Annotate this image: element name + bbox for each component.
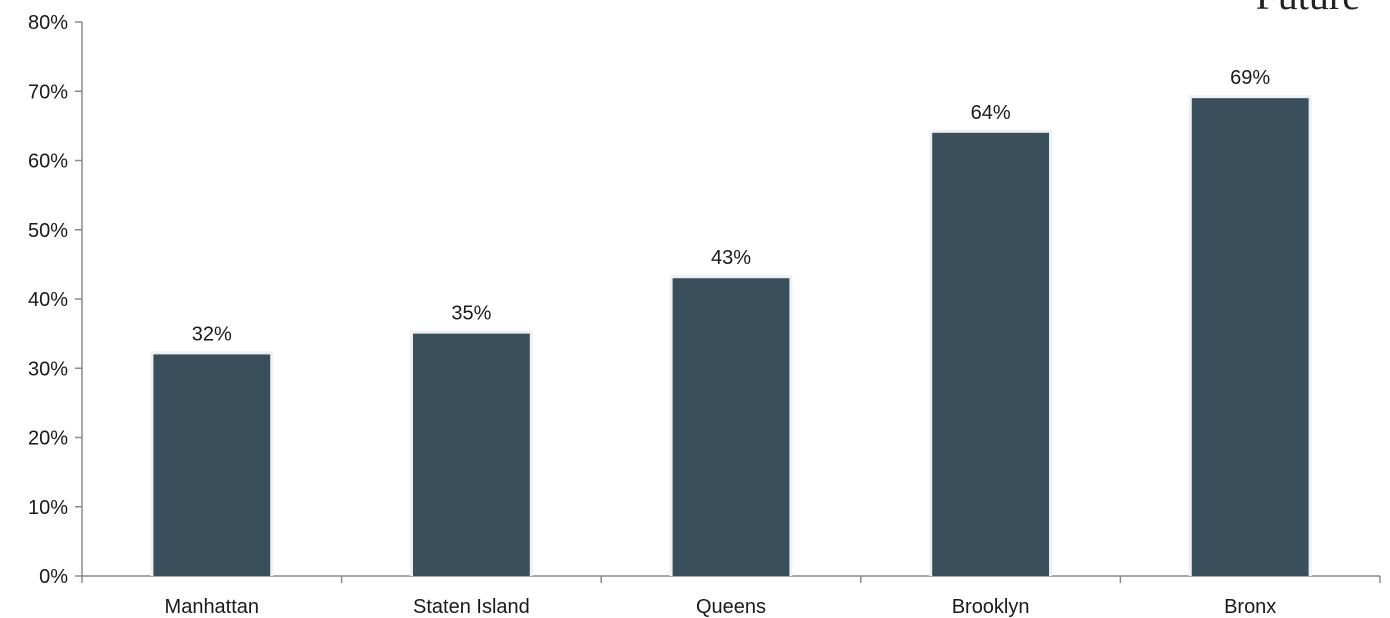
x-axis: Manhattan Staten Island Queens Brooklyn Bron… xyxy=(81,575,1381,618)
bar xyxy=(672,278,790,576)
x-category-label: Manhattan xyxy=(165,596,260,618)
y-tick-label: 50% xyxy=(28,220,68,242)
bar xyxy=(1191,98,1309,577)
y-tick-label: 10% xyxy=(28,497,68,519)
data-label: 64% xyxy=(971,102,1011,124)
data-label: 43% xyxy=(711,247,751,269)
y-tick-label: 80% xyxy=(28,12,68,34)
bar xyxy=(412,333,530,576)
corner-title-fragment: Future xyxy=(1256,0,1360,19)
y-axis: 0% 10% 20% 30% 40% 50% 60% 70% 80% xyxy=(28,12,83,588)
y-tick-label: 60% xyxy=(28,151,68,173)
x-category-label: Bronx xyxy=(1224,596,1276,618)
data-labels: 32% 35% 43% 64% 69% xyxy=(192,67,1271,345)
data-label: 69% xyxy=(1230,67,1270,89)
y-tick-label: 40% xyxy=(28,289,68,311)
y-tick-label: 0% xyxy=(39,566,68,588)
data-label: 35% xyxy=(451,303,491,325)
x-category-label: Queens xyxy=(696,596,766,618)
y-tick-label: 30% xyxy=(28,358,68,380)
bar xyxy=(153,354,271,576)
y-tick-label: 20% xyxy=(28,428,68,450)
bars xyxy=(150,95,1312,577)
data-label: 32% xyxy=(192,323,232,345)
y-tick-label: 70% xyxy=(28,81,68,103)
x-category-label: Brooklyn xyxy=(952,596,1030,618)
bar xyxy=(932,132,1050,577)
x-category-label: Staten Island xyxy=(413,596,530,618)
